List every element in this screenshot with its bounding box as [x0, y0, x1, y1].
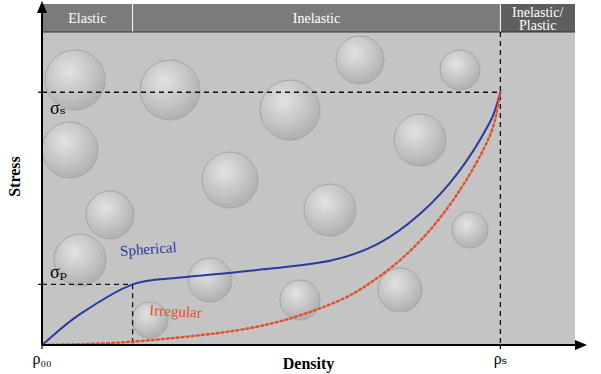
background [42, 8, 575, 345]
guides [42, 32, 500, 345]
y-axis-arrow [37, 1, 47, 13]
y-axis-title: Stress [6, 156, 23, 197]
x-guide [500, 32, 501, 345]
region-label: Inelastic/Plastic [512, 5, 563, 33]
x-tick [500, 345, 501, 349]
x-axis-title: Density [283, 355, 335, 373]
region-guide [132, 284, 133, 345]
region-band [500, 4, 575, 32]
chart: Elastic Inelastic Inelastic/Plastic Spheric… [0, 0, 601, 374]
background-sphere [452, 212, 488, 248]
series-label: Spherical [119, 239, 177, 259]
y-guide [42, 284, 133, 285]
region-divider [500, 4, 501, 32]
background-sphere [336, 36, 384, 84]
background-sphere [260, 80, 320, 140]
x-tick-label: ρₛ [494, 350, 507, 368]
background-sphere [394, 114, 446, 166]
background-sphere [378, 268, 422, 312]
x-tick-label: ρ₀₀ [32, 350, 51, 368]
region-label: Inelastic [293, 11, 340, 26]
background-sphere [202, 152, 258, 208]
background-sphere [440, 50, 480, 90]
region-band [42, 4, 133, 32]
y-tick [38, 92, 42, 93]
series-line [42, 92, 500, 345]
series-label: Irregular [149, 302, 202, 321]
y-tick [38, 284, 42, 285]
x-axis-arrow [575, 340, 587, 350]
y-tick-label: σₛ [50, 98, 66, 118]
region-line [42, 31, 575, 32]
background-sphere [304, 184, 356, 236]
background-sphere [140, 60, 200, 120]
series-line [42, 92, 500, 345]
background-sphere [280, 280, 320, 320]
y-tick-label: σₚ [50, 262, 67, 282]
regions: Elastic Inelastic Inelastic/Plastic [42, 4, 575, 33]
region-band [133, 4, 501, 32]
region-label: Elastic [68, 11, 106, 26]
y-axis [41, 8, 43, 345]
background-sphere [188, 258, 232, 302]
axes: ρ₀₀ ρₛ σₚ σₛ [32, 1, 587, 368]
region-divider [132, 4, 133, 32]
background-sphere [86, 191, 134, 239]
plot-area [42, 92, 500, 345]
x-tick [41, 345, 42, 349]
background-fill [42, 8, 575, 345]
background-sphere [42, 122, 98, 178]
x-axis [42, 344, 575, 346]
y-guide [42, 92, 500, 93]
